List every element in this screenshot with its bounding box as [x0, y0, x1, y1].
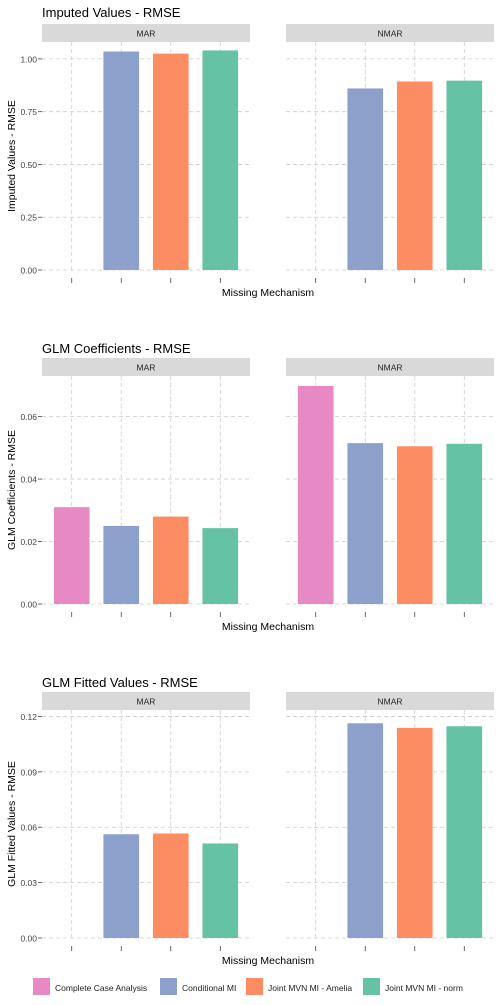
y-tick-label: 0.06	[20, 823, 37, 833]
facet-mar: MAR	[42, 358, 250, 617]
legend-item: Joint MVN MI - Amelia	[246, 978, 352, 995]
bar	[347, 723, 384, 938]
facet-strip-label: NMAR	[377, 363, 402, 373]
y-axis-label: GLM Fitted Values - RMSE	[6, 761, 18, 887]
bar	[103, 834, 140, 938]
bar	[347, 88, 384, 270]
bar	[347, 443, 384, 604]
x-axis-label: Missing Mechanism	[222, 621, 314, 633]
legend-label: Conditional MI	[182, 983, 236, 993]
bar	[396, 446, 433, 604]
bar	[446, 726, 483, 938]
legend-label: Joint MVN MI - Amelia	[268, 983, 352, 993]
facet-strip	[42, 24, 250, 42]
facet-strip	[286, 358, 494, 376]
legend-item: Joint MVN MI - norm	[363, 978, 463, 995]
chart-panel-2: GLM Coefficients - RMSE GLM Coefficients …	[6, 341, 494, 633]
legend-item: Conditional MI	[160, 978, 236, 995]
x-axis-label: Missing Mechanism	[222, 955, 314, 967]
facet-strip	[286, 24, 494, 42]
legend-label: Joint MVN MI - norm	[385, 983, 463, 993]
legend-swatch	[246, 978, 263, 995]
y-tick-label: 0.00	[20, 934, 37, 944]
chart-title: GLM Coefficients - RMSE	[42, 341, 191, 356]
bar	[396, 81, 433, 270]
legend-swatch	[160, 978, 177, 995]
bar	[103, 51, 140, 270]
y-tick-label: 0.03	[20, 878, 37, 888]
legend-item: Complete Case Analysis	[33, 978, 147, 995]
bar	[202, 50, 239, 270]
facet-strip-label: MAR	[137, 29, 156, 39]
chart-panel-3: GLM Fitted Values - RMSE GLM Fitted Value…	[6, 675, 494, 967]
y-tick-label: 0.06	[20, 412, 37, 422]
chart-title: GLM Fitted Values - RMSE	[42, 675, 198, 690]
facet-strip-label: MAR	[137, 363, 156, 373]
facet-nmar: NMAR	[286, 692, 494, 951]
facet-strip	[286, 692, 494, 710]
legend: Complete Case Analysis Conditional MI Join…	[33, 978, 463, 995]
bar	[297, 385, 334, 604]
bar	[446, 80, 483, 270]
facet-nmar: NMAR	[286, 24, 494, 283]
y-tick-label: 0.75	[20, 107, 37, 117]
bar	[396, 727, 433, 938]
bar	[202, 528, 239, 604]
y-tick-label: 0.09	[20, 767, 37, 777]
bar	[103, 525, 140, 604]
bar	[152, 833, 189, 938]
bar	[152, 53, 189, 270]
y-tick-label: 0.25	[20, 213, 37, 223]
y-tick-label: 0.12	[20, 712, 37, 722]
y-tick-label: 0.00	[20, 600, 37, 610]
facet-strip-label: MAR	[137, 697, 156, 707]
facet-nmar: NMAR	[286, 358, 494, 617]
y-tick-label: 0.00	[20, 266, 37, 276]
y-axis-label: Imputed Values - RMSE	[6, 100, 18, 212]
y-axis-label: GLM Coefficients - RMSE	[6, 430, 18, 550]
chart-panel-1: Imputed Values - RMSE Imputed Values - RM…	[6, 5, 494, 299]
facet-strip	[42, 358, 250, 376]
legend-swatch	[363, 978, 380, 995]
x-axis-label: Missing Mechanism	[222, 287, 314, 299]
facet-mar: MAR	[42, 24, 250, 283]
bar	[53, 507, 90, 604]
legend-label: Complete Case Analysis	[55, 983, 147, 993]
chart-title: Imputed Values - RMSE	[42, 5, 181, 20]
y-tick-label: 0.50	[20, 160, 37, 170]
y-tick-label: 1.00	[20, 54, 37, 64]
facet-strip-label: NMAR	[377, 29, 402, 39]
facet-strip-label: NMAR	[377, 697, 402, 707]
facet-strip	[42, 692, 250, 710]
y-tick-label: 0.02	[20, 537, 37, 547]
bar	[152, 516, 189, 604]
y-tick-label: 0.04	[20, 475, 37, 485]
bar	[446, 443, 483, 604]
legend-swatch	[33, 978, 50, 995]
facet-mar: MAR	[42, 692, 250, 951]
bar	[202, 843, 239, 938]
